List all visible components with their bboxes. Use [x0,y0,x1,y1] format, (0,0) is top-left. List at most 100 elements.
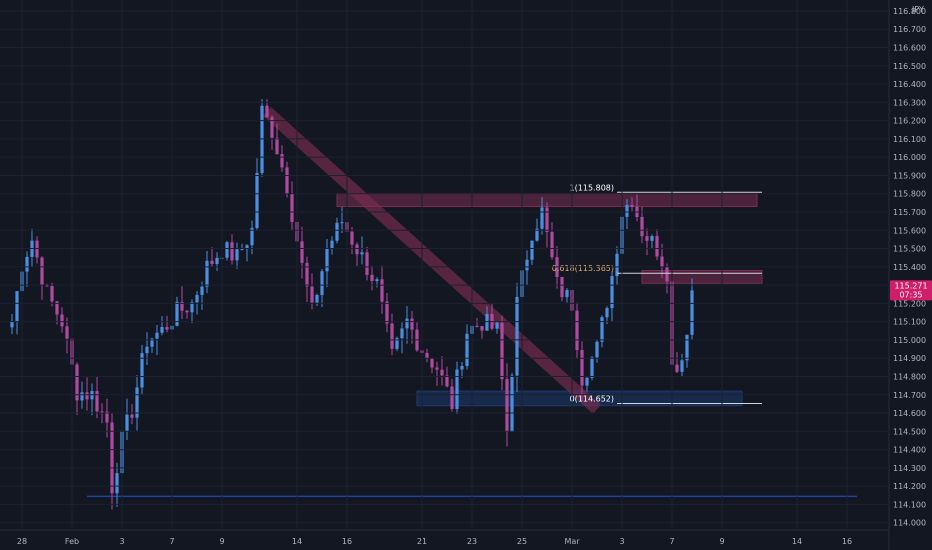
candle-body [270,117,274,138]
price-tick-label: 116.400 [893,80,926,89]
candle-body [650,236,654,241]
candle-body [445,375,449,387]
candle-body [405,318,409,329]
time-tick-label: 3 [119,537,124,546]
candle-body [285,167,289,194]
price-tick-label: 114.600 [893,409,926,418]
price-tick-label: 114.700 [893,391,926,400]
candle-body [115,473,119,494]
time-tick-label: 7 [169,537,174,546]
candle-body [430,358,434,368]
candle-body [55,301,59,315]
candle-body [465,333,469,366]
fib-label: 0(114.652) [570,395,614,404]
candle-body [440,369,444,376]
candle-body [250,228,254,246]
candle-body [500,322,504,380]
candle-body [125,414,129,431]
candle-body [160,327,164,333]
price-tick-label: 115.100 [893,318,926,327]
candle-body [380,279,384,302]
candle-body [10,321,14,328]
candle-body [550,232,554,258]
candle-body [350,231,354,245]
candle-body [450,386,454,410]
candle-body [665,266,669,282]
price-tick-label: 115.800 [893,190,926,199]
candle-body [575,310,579,351]
candle-body [615,253,619,277]
candle-body [680,360,684,372]
time-tick-label: 9 [719,537,724,546]
candle-body [265,105,269,118]
candle-body [105,411,109,423]
candle-body [505,379,509,432]
candle-body [310,286,314,303]
candle-body [600,317,604,342]
candle-body [640,216,644,237]
price-tick-label: 116.000 [893,153,926,162]
candle-body [480,325,484,331]
candle-body [625,204,629,217]
price-tick-label: 114.200 [893,482,926,491]
candle-body [455,369,459,410]
price-tick-label: 114.100 [893,500,926,509]
time-tick-label: 7 [669,537,674,546]
candle-body [280,154,284,168]
candle-body [50,285,54,302]
last-price-badge-bg [890,280,932,301]
candle-body [595,341,599,358]
price-tick-label: 114.000 [893,519,926,528]
candle-body [335,222,339,241]
candle-body [515,296,519,376]
candle-body [40,257,44,286]
candle-body [15,291,19,322]
candle-body [315,295,319,303]
candle-body [305,262,309,287]
candle-body [610,276,614,309]
candle-body [320,271,324,296]
candle-body [655,236,659,257]
price-tick-label: 115.700 [893,208,926,217]
currency-label: JPY [911,5,924,14]
zone-box [641,269,763,284]
price-tick-label: 116.700 [893,25,926,34]
candle-body [630,204,634,207]
time-tick-label: 14 [792,537,802,546]
candle-body [475,325,479,327]
candle-body [240,249,244,251]
price-axis[interactable]: 114.000 114.100 114.200 114.300 114.400 114.5… [0,7,926,528]
last-price-countdown: 07:35 [899,290,922,299]
candle-body [130,414,134,418]
time-tick-label: 23 [467,537,477,546]
candle-body [385,301,389,324]
candle-body [155,332,159,339]
candle-body [590,357,594,378]
candle-body [190,302,194,313]
candle-body [25,256,29,272]
candle-body [535,228,539,241]
candle-body [110,422,114,494]
candle-body [225,242,229,258]
candle-body [175,301,179,326]
price-tick-label: 114.900 [893,354,926,363]
last-price-value: 115.271 [894,281,927,290]
candle-body [65,326,69,339]
price-tick-label: 116.600 [893,44,926,53]
last-price-badge: 115.271 07:35 [890,280,932,301]
candle-body [290,193,294,222]
candle-body [530,240,534,260]
time-tick-label: 16 [342,537,352,546]
time-axis[interactable]: 28 Feb 3 7 9 14 16 21 23 25 Mar 3 7 9 14 16 [17,0,852,546]
candle-body [690,290,694,335]
fib-label: 0.618(115.365) [552,264,614,273]
price-tick-label: 115.900 [893,171,926,180]
price-tick-label: 114.300 [893,464,926,473]
candle-body [370,274,374,282]
candle-body [150,338,154,347]
candle-body [75,364,79,401]
price-tick-label: 114.800 [893,372,926,381]
time-tick-label: 25 [517,537,527,546]
